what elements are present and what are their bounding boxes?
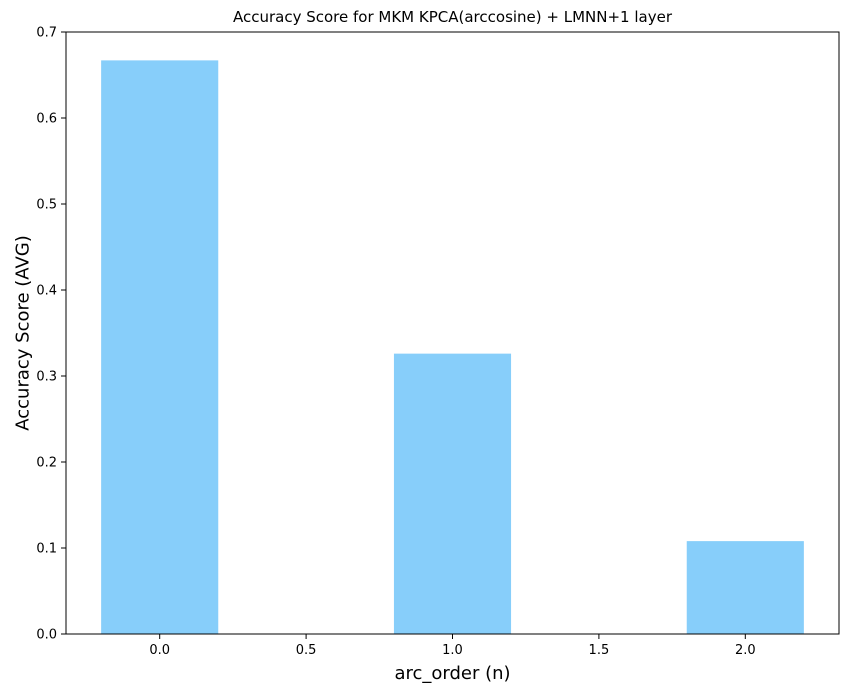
y-tick-label: 0.6: [36, 112, 57, 127]
y-tick-label: 0.3: [36, 370, 57, 385]
x-tick-label: 0.5: [296, 643, 317, 658]
x-tick-label: 1.5: [589, 643, 610, 658]
x-tick-label: 0.0: [149, 643, 170, 658]
x-tick-label: 2.0: [735, 643, 756, 658]
chart-title: Accuracy Score for MKM KPCA(arccosine) +…: [233, 8, 673, 26]
y-axis-title: Accuracy Score (AVG): [12, 235, 33, 431]
x-axis-ticks: 0.0 0.5 1.0 1.5 2.0: [149, 634, 756, 658]
y-tick-label: 0.7: [36, 26, 57, 41]
bar-1: [393, 353, 512, 634]
x-tick-label: 1.0: [442, 643, 463, 658]
y-tick-label: 0.1: [36, 542, 57, 557]
y-tick-label: 0.5: [36, 198, 57, 213]
y-axis-ticks: 0.0 0.1 0.2 0.3 0.4 0.5 0.6 0.7: [36, 26, 66, 643]
bar-0: [101, 60, 219, 634]
bar-2: [686, 541, 804, 634]
y-tick-label: 0.4: [36, 284, 57, 299]
x-axis-title: arc_order (n): [394, 663, 510, 684]
y-tick-label: 0.2: [36, 456, 57, 471]
bars-group: [101, 60, 804, 634]
y-tick-label: 0.0: [36, 628, 57, 643]
